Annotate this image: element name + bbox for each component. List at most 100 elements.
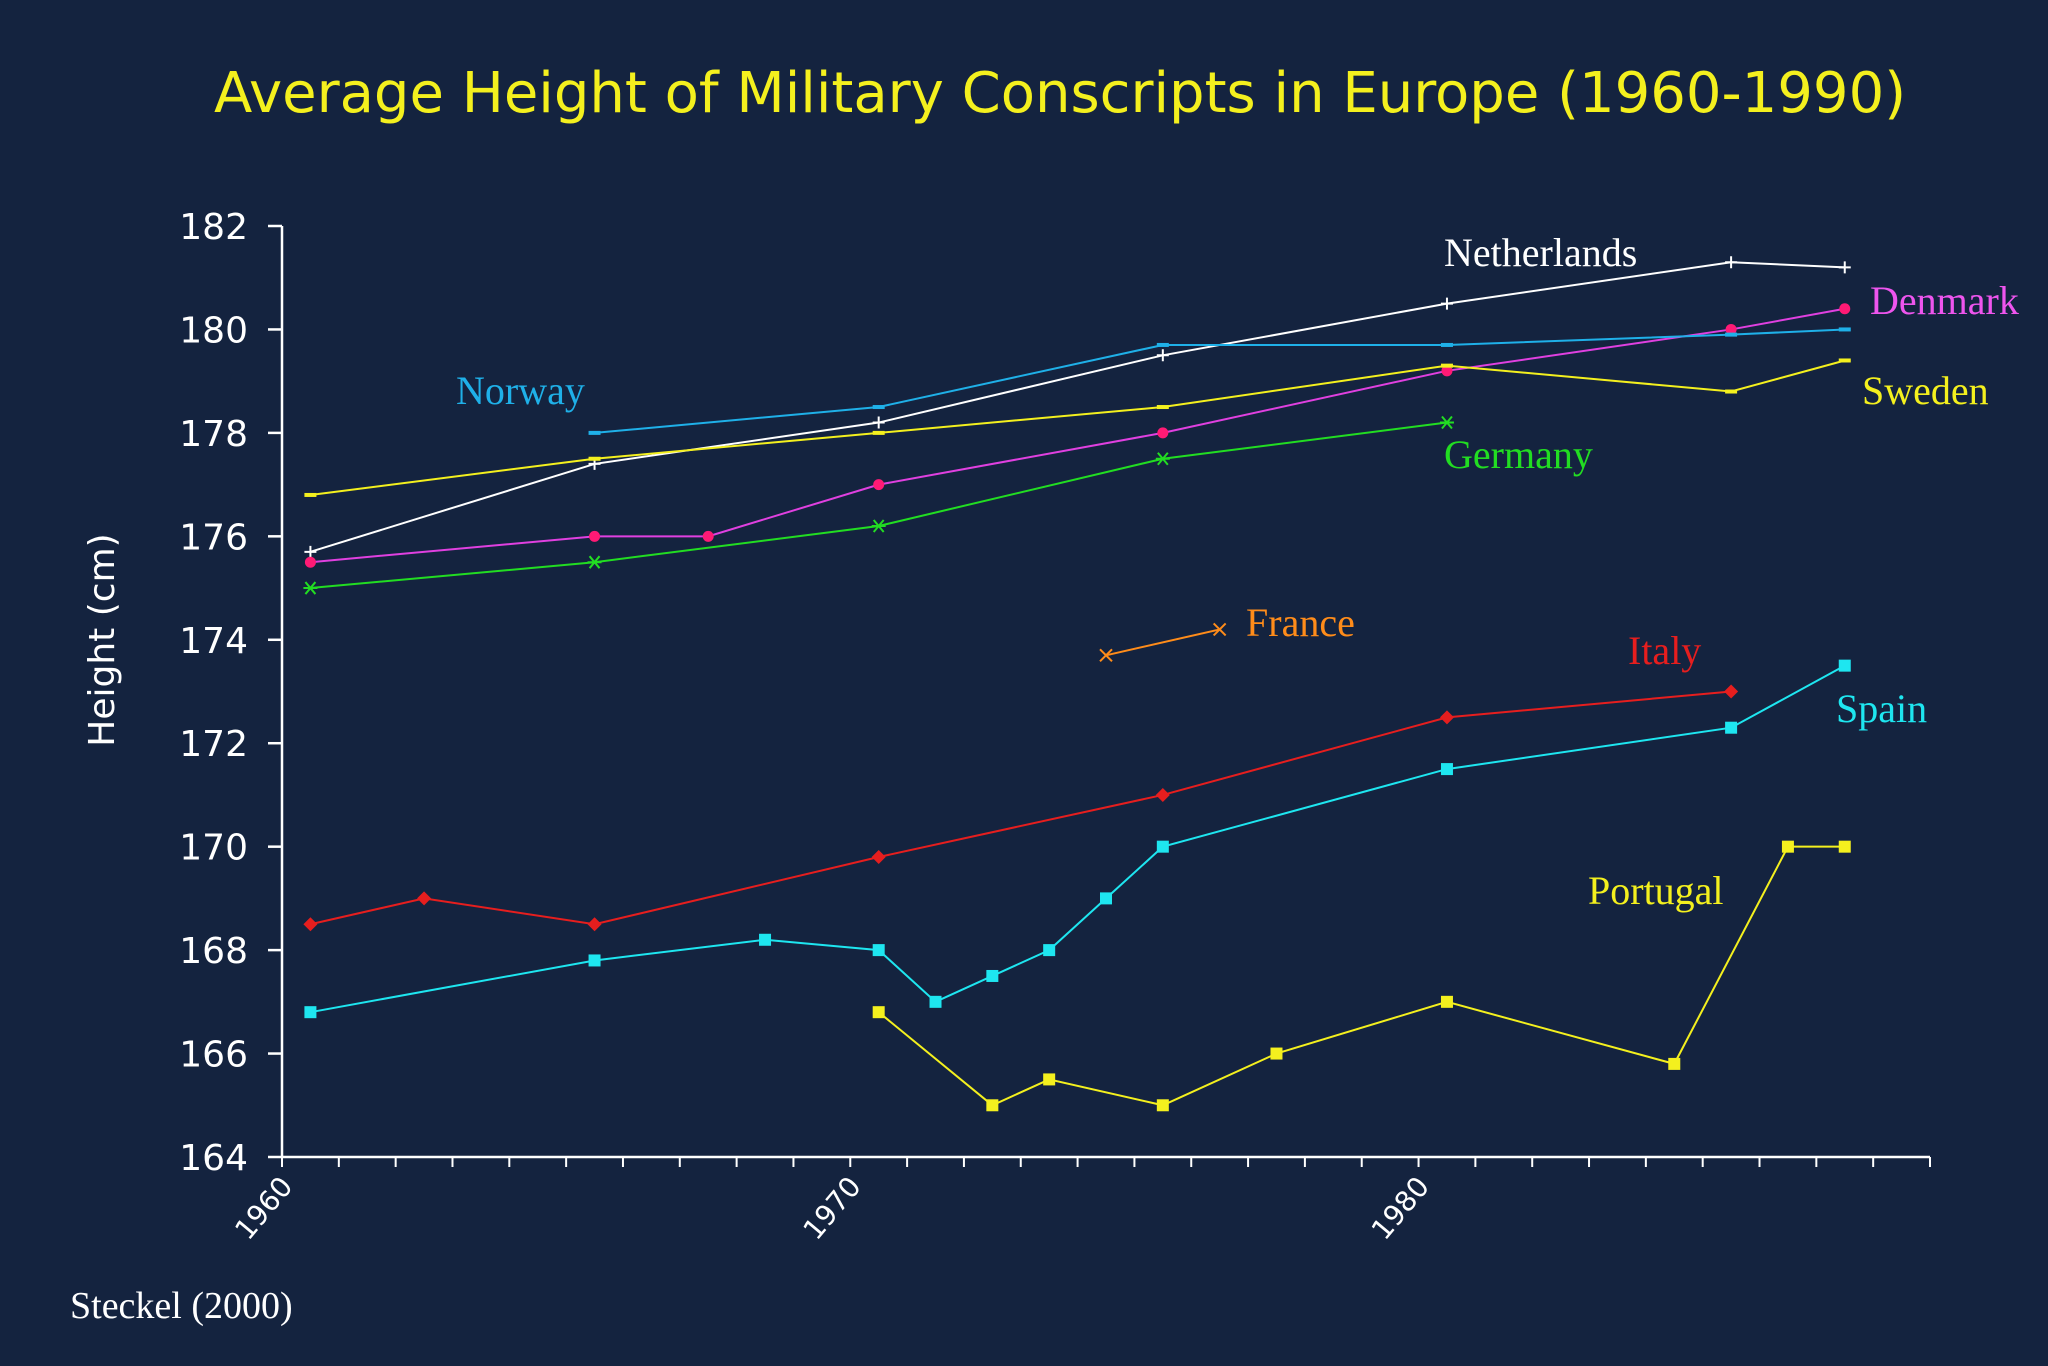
portugal-point — [1781, 840, 1794, 853]
italy-point — [871, 850, 886, 865]
portugal-point — [1270, 1047, 1283, 1060]
y-tick-label: 166 — [179, 1035, 248, 1076]
france-point — [1099, 648, 1113, 663]
denmark-point — [1157, 427, 1169, 439]
denmark-point — [1839, 303, 1851, 315]
series-label-germany: Germany — [1444, 432, 1593, 477]
norway-point — [588, 430, 601, 435]
y-tick-label: 174 — [179, 621, 248, 662]
spain-point — [1838, 659, 1851, 672]
series-portugal — [872, 840, 1851, 1112]
portugal-point — [1440, 995, 1453, 1008]
sweden-point — [588, 456, 601, 461]
series-germany — [303, 415, 1454, 595]
italy-point — [1439, 710, 1454, 725]
portugal-point — [872, 1006, 885, 1019]
y-tick-label: 178 — [179, 414, 248, 455]
spain-point — [872, 944, 885, 957]
series-line-italy — [310, 690, 1732, 926]
italy-point — [303, 917, 318, 932]
sweden-point — [1156, 405, 1169, 410]
italy-point — [417, 891, 432, 906]
series-label-netherlands: Netherlands — [1444, 230, 1637, 275]
netherlands-point — [872, 416, 885, 429]
germany-point — [1155, 452, 1170, 466]
netherlands-point — [1440, 297, 1453, 310]
spain-point — [1156, 840, 1169, 853]
spain-point — [986, 969, 999, 982]
norway-point — [1838, 327, 1851, 332]
portugal-point — [1668, 1057, 1681, 1070]
netherlands-point — [1156, 349, 1169, 362]
y-tick-label: 170 — [179, 828, 248, 869]
portugal-point — [1838, 840, 1851, 853]
sweden-point — [1725, 389, 1738, 394]
portugal-point — [1156, 1099, 1169, 1112]
norway-point — [1440, 342, 1453, 347]
france-point — [1212, 622, 1227, 637]
denmark-point — [589, 530, 601, 542]
netherlands-point — [1838, 261, 1851, 274]
series-line-germany — [310, 421, 1448, 590]
series-label-spain: Spain — [1836, 686, 1927, 731]
series-italy — [303, 684, 1739, 932]
series-denmark — [304, 303, 1851, 568]
norway-point — [872, 405, 885, 410]
series-norway — [588, 327, 1851, 435]
y-tick-label: 180 — [179, 310, 248, 351]
y-tick-label: 168 — [179, 931, 248, 972]
series-line-norway — [594, 328, 1845, 434]
series-label-norway: Norway — [456, 368, 585, 413]
netherlands-point — [1725, 256, 1738, 269]
norway-point — [1156, 342, 1169, 347]
series-line-france — [1105, 628, 1220, 657]
sweden-point — [872, 430, 885, 435]
sweden-point — [1838, 358, 1851, 363]
germany-point — [587, 555, 602, 569]
spain-point — [1100, 892, 1112, 905]
series-line-denmark — [310, 307, 1845, 564]
italy-point — [587, 917, 602, 932]
series-label-portugal: Portugal — [1588, 868, 1724, 913]
plot-area — [303, 256, 1851, 1112]
spain-point — [1043, 944, 1056, 957]
series-france — [1099, 622, 1227, 663]
x-tick-label: 1980 — [1365, 1170, 1436, 1246]
y-tick-label: 172 — [179, 724, 248, 765]
italy-point — [1724, 684, 1739, 699]
denmark-point — [304, 556, 316, 568]
series-label-denmark: Denmark — [1870, 278, 2019, 323]
denmark-point — [873, 479, 885, 491]
spain-point — [759, 933, 772, 946]
denmark-point — [1725, 323, 1737, 335]
germany-point — [1439, 415, 1454, 430]
y-tick-label: 176 — [179, 517, 248, 558]
sweden-point — [304, 492, 317, 497]
denmark-point — [702, 530, 714, 542]
portugal-point — [986, 1099, 999, 1112]
denmark-point — [1441, 365, 1453, 377]
y-axis-label: Height (cm) — [82, 533, 123, 746]
italy-point — [1155, 787, 1170, 802]
spain-point — [929, 995, 942, 1008]
netherlands-point — [304, 545, 317, 558]
series-label-sweden: Sweden — [1862, 368, 1989, 413]
chart-title: Average Height of Military Conscripts in… — [214, 61, 1906, 126]
series-line-spain — [310, 664, 1846, 1014]
spain-point — [588, 954, 601, 967]
series-spain — [304, 659, 1851, 1019]
germany-point — [303, 581, 318, 595]
series-label-italy: Italy — [1628, 628, 1701, 673]
sweden-point — [1440, 363, 1453, 368]
spain-point — [1440, 763, 1453, 776]
y-tick-label: 164 — [179, 1138, 248, 1179]
series-label-france: France — [1246, 600, 1355, 645]
series-sweden — [304, 358, 1851, 497]
series-netherlands — [304, 256, 1851, 558]
axes: 164 166 168 170 172 174 176 178 180 182 1960 1970 19… — [179, 207, 1931, 1246]
x-tick-label: 1970 — [797, 1170, 868, 1246]
spain-point — [304, 1006, 317, 1019]
portugal-point — [1043, 1073, 1056, 1086]
source-note: Steckel (2000) — [70, 1285, 293, 1327]
